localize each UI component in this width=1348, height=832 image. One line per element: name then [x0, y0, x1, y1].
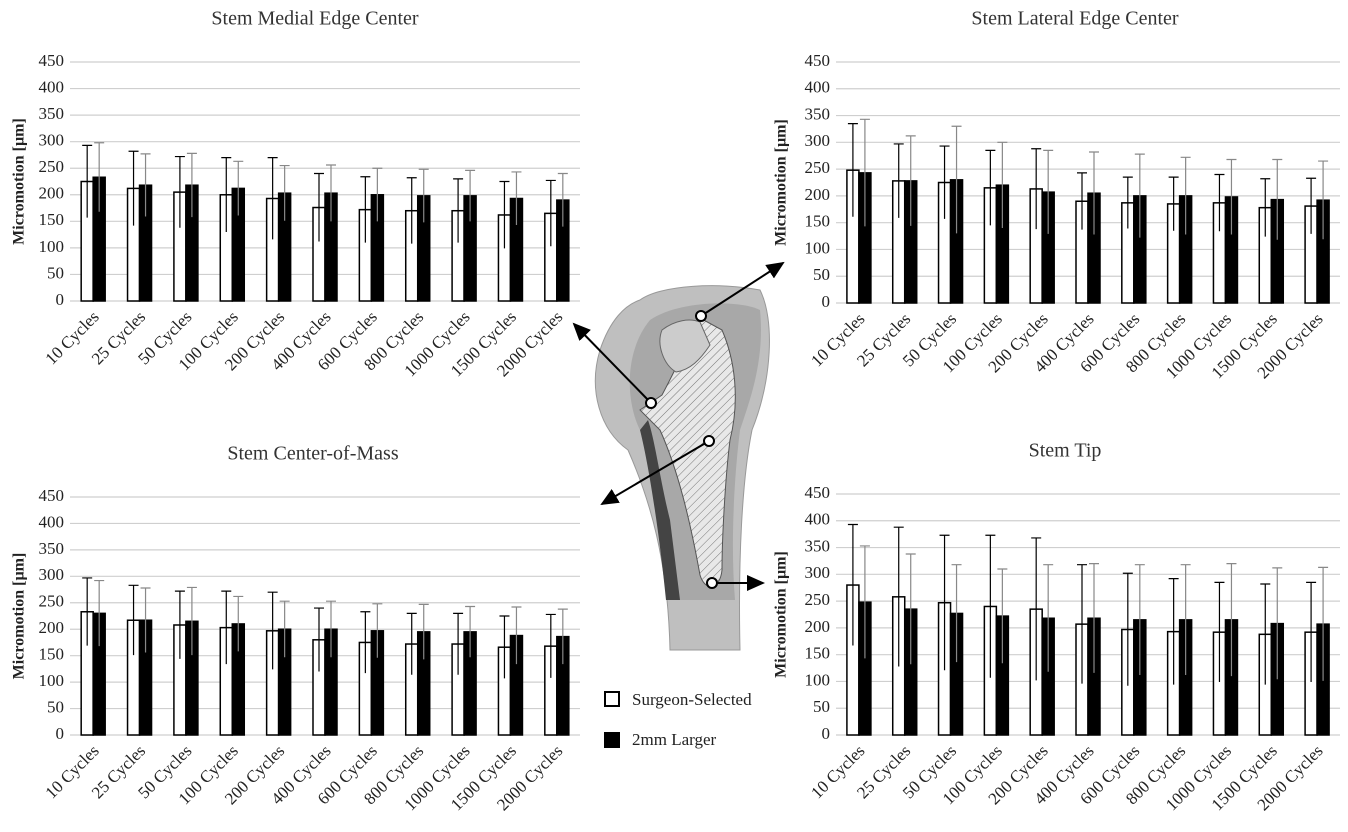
- y-axis-label: Micromotion [µm]: [773, 119, 790, 246]
- chart-title: Stem Tip: [1029, 440, 1102, 462]
- y-tick-label: 100: [805, 670, 831, 689]
- y-tick-label: 100: [39, 671, 65, 690]
- y-tick-label: 450: [39, 486, 65, 505]
- y-tick-label: 250: [39, 157, 65, 176]
- chart-title: Stem Center-of-Mass: [227, 443, 398, 465]
- legend-swatch: [605, 692, 619, 706]
- legend: Surgeon-Selected 2mm Larger: [605, 690, 752, 749]
- y-tick-label: 300: [39, 131, 65, 150]
- y-tick-label: 150: [39, 645, 65, 664]
- y-tick-label: 300: [805, 131, 831, 150]
- chart: Stem Tip Micromotion [µm] 0 50 100 150 200 250 3…: [773, 440, 1340, 815]
- chart: Stem Center-of-Mass Micromotion [µm] 0 50 10…: [11, 443, 580, 815]
- y-tick-label: 50: [813, 697, 830, 716]
- y-tick-label: 0: [822, 724, 831, 743]
- chart-title: Stem Lateral Edge Center: [971, 8, 1178, 30]
- y-tick-label: 200: [39, 618, 65, 637]
- y-tick-label: 200: [805, 185, 831, 204]
- y-tick-label: 0: [56, 724, 65, 743]
- implant-illustration: [574, 263, 783, 650]
- y-tick-label: 150: [39, 210, 65, 229]
- y-tick-label: 450: [805, 483, 831, 502]
- legend-label: Surgeon-Selected: [632, 690, 752, 709]
- legend-label: 2mm Larger: [632, 730, 717, 749]
- y-tick-label: 350: [39, 539, 65, 558]
- y-tick-label: 250: [805, 158, 831, 177]
- y-tick-label: 400: [805, 510, 831, 529]
- y-tick-label: 400: [39, 512, 65, 531]
- y-axis-label: Micromotion [µm]: [11, 118, 28, 245]
- chart: Stem Lateral Edge Center Micromotion [µm]…: [773, 8, 1340, 383]
- figure: Surgeon-Selected 2mm Larger Stem Medial …: [0, 0, 1348, 832]
- y-tick-label: 400: [805, 78, 831, 97]
- y-tick-label: 150: [805, 212, 831, 231]
- y-axis-label: Micromotion [µm]: [773, 551, 790, 678]
- y-tick-label: 100: [39, 237, 65, 256]
- chart-title: Stem Medial Edge Center: [211, 8, 419, 30]
- y-tick-label: 450: [805, 51, 831, 70]
- y-tick-label: 50: [813, 265, 830, 284]
- y-tick-label: 200: [805, 617, 831, 636]
- y-tick-label: 300: [39, 565, 65, 584]
- y-tick-label: 250: [805, 590, 831, 609]
- y-tick-label: 50: [47, 263, 64, 282]
- chart: Stem Medial Edge Center Micromotion [µm] 0…: [11, 8, 580, 381]
- y-tick-label: 450: [39, 51, 65, 70]
- y-tick-label: 250: [39, 592, 65, 611]
- y-tick-label: 350: [805, 104, 831, 123]
- y-tick-label: 400: [39, 77, 65, 96]
- y-tick-label: 200: [39, 184, 65, 203]
- y-tick-label: 0: [56, 290, 65, 309]
- y-tick-label: 50: [47, 697, 64, 716]
- y-tick-label: 150: [805, 644, 831, 663]
- legend-swatch: [605, 733, 619, 747]
- y-tick-label: 350: [39, 104, 65, 123]
- y-tick-label: 100: [805, 238, 831, 257]
- y-tick-label: 300: [805, 563, 831, 582]
- y-axis-label: Micromotion [µm]: [11, 553, 28, 680]
- y-tick-label: 350: [805, 536, 831, 555]
- y-tick-label: 0: [822, 292, 831, 311]
